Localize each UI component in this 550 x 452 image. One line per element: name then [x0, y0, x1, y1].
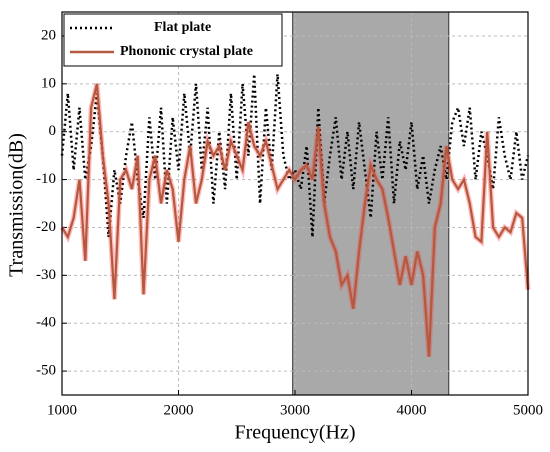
- y-tick-label: -40: [36, 315, 56, 331]
- y-tick-label: -20: [36, 219, 56, 235]
- legend: Flat plate Phononic crystal plate: [63, 13, 283, 67]
- y-tick-label: 20: [41, 27, 56, 43]
- series-line: [61, 83, 530, 357]
- highlight-region: [292, 11, 450, 396]
- y-tick-label: -30: [36, 267, 56, 283]
- x-tick-label: 3000: [280, 402, 310, 418]
- legend-label: Phononic crystal plate: [120, 44, 253, 59]
- plot-frame: [61, 11, 529, 396]
- x-tick-label: 1000: [47, 402, 77, 418]
- y-tick-label: -50: [36, 363, 56, 379]
- y-axis-label: Transmission(dB): [6, 133, 28, 277]
- y-tick-label: -10: [36, 171, 56, 187]
- legend-label: Flat plate: [154, 20, 211, 35]
- x-tick-label: 2000: [164, 402, 194, 418]
- y-tick-label: 0: [49, 123, 57, 139]
- x-tick-label: 5000: [513, 402, 543, 418]
- y-tick-label: 10: [41, 75, 56, 91]
- legend-box: [63, 13, 283, 67]
- x-axis-label: Frequency(Hz): [234, 422, 355, 444]
- x-tick-label: 4000: [397, 402, 427, 418]
